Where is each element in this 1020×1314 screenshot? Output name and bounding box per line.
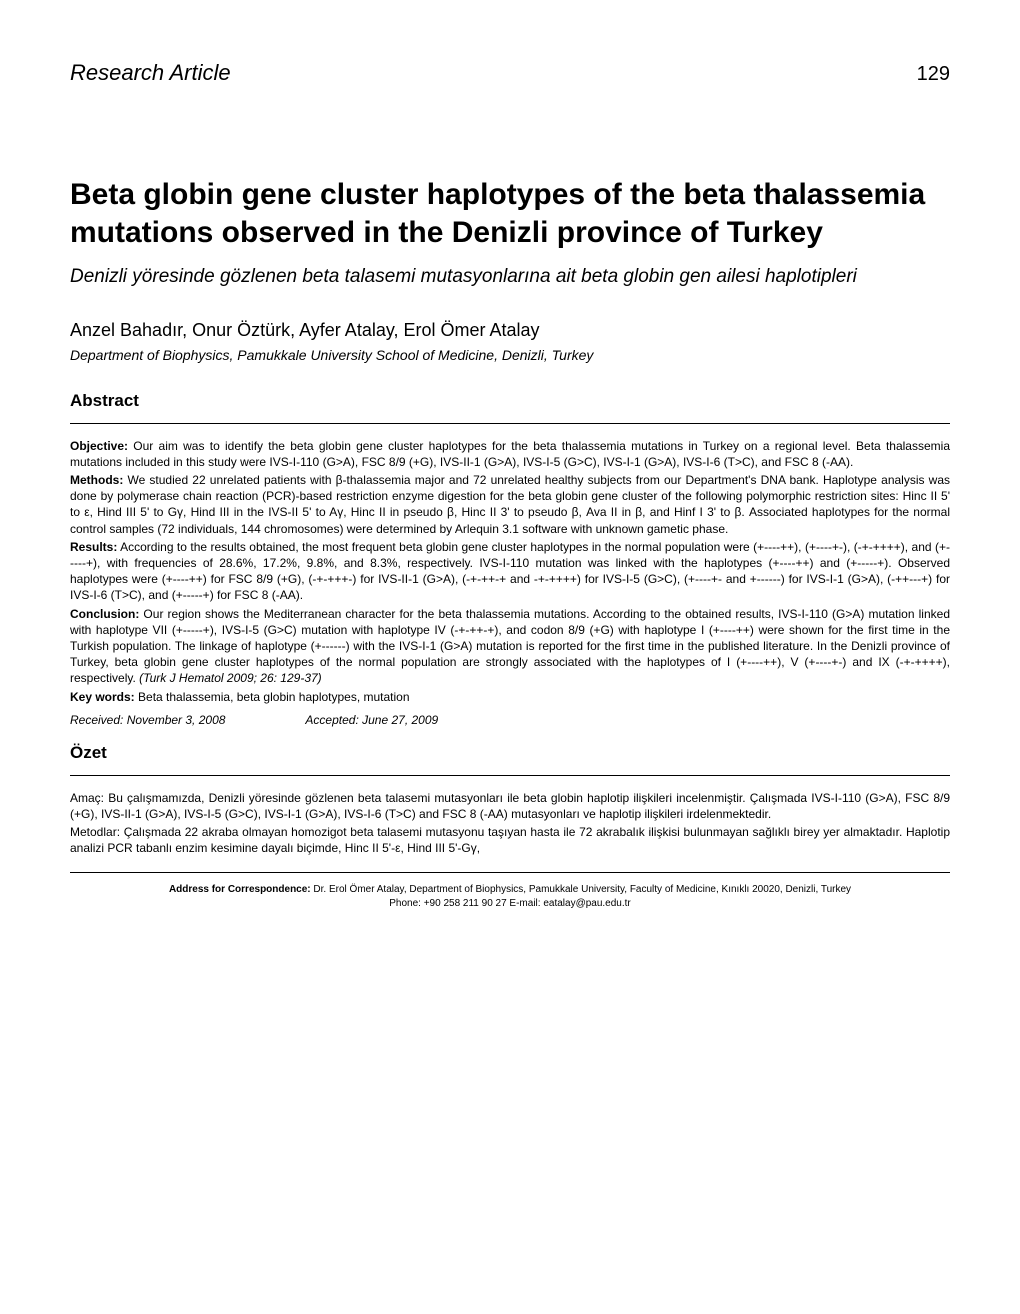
- article-type: Research Article: [70, 60, 231, 86]
- correspondence-line2: Phone: +90 258 211 90 27 E-mail: eatalay…: [389, 898, 631, 909]
- dates-row: Received: November 3, 2008 Accepted: Jun…: [70, 713, 950, 727]
- metodlar-text: Çalışmada 22 akraba olmayan homozigot be…: [70, 825, 950, 855]
- keywords-label: Key words:: [70, 690, 135, 704]
- methods-text: We studied 22 unrelated patients with β-…: [70, 473, 950, 536]
- ozet-heading: Özet: [70, 743, 950, 763]
- accepted-date: Accepted: June 27, 2009: [305, 713, 438, 727]
- ozet-body: Amaç: Bu çalışmamızda, Denizli yöresinde…: [70, 790, 950, 857]
- metodlar-label: Metodlar:: [70, 825, 120, 839]
- page-number: 129: [917, 63, 950, 86]
- correspondence: Address for Correspondence: Dr. Erol Öme…: [70, 883, 950, 910]
- divider: [70, 775, 950, 776]
- abstract-heading: Abstract: [70, 391, 950, 411]
- amac-label: Amaç:: [70, 791, 104, 805]
- amac-text: Bu çalışmamızda, Denizli yöresinde gözle…: [70, 791, 950, 821]
- received-date: Received: November 3, 2008: [70, 713, 225, 727]
- affiliation: Department of Biophysics, Pamukkale Univ…: [70, 347, 950, 363]
- divider: [70, 872, 950, 873]
- article-title: Beta globin gene cluster haplotypes of t…: [70, 176, 950, 251]
- correspondence-label: Address for Correspondence:: [169, 884, 311, 895]
- results-label: Results:: [70, 540, 117, 554]
- objective-label: Objective:: [70, 439, 128, 453]
- article-subtitle: Denizli yöresinde gözlenen beta talasemi…: [70, 265, 950, 290]
- divider: [70, 423, 950, 424]
- methods-label: Methods:: [70, 473, 123, 487]
- keywords-text: Beta thalassemia, beta globin haplotypes…: [135, 690, 410, 704]
- results-text: According to the results obtained, the m…: [70, 540, 950, 603]
- conclusion-label: Conclusion:: [70, 607, 139, 621]
- authors: Anzel Bahadır, Onur Öztürk, Ayfer Atalay…: [70, 320, 950, 341]
- citation: (Turk J Hematol 2009; 26: 129-37): [139, 671, 322, 685]
- correspondence-text: Dr. Erol Ömer Atalay, Department of Biop…: [311, 884, 851, 895]
- abstract-body: Objective: Our aim was to identify the b…: [70, 438, 950, 705]
- objective-text: Our aim was to identify the beta globin …: [70, 439, 950, 469]
